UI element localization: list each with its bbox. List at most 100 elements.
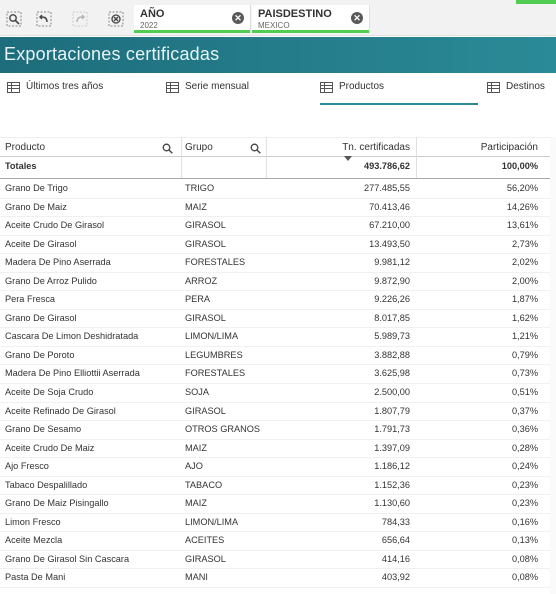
table-row[interactable]: Grano De Girasol GIRASOL 8.017,85 1,62% xyxy=(0,310,556,329)
search-icon[interactable] xyxy=(250,143,261,154)
table-row[interactable]: Grano De Poroto LEGUMBRES 3.882,88 0,79% xyxy=(0,347,556,366)
tab-serie-mensual[interactable]: Serie mensual xyxy=(166,81,249,105)
product-cell[interactable]: Ajo Fresco xyxy=(5,461,49,472)
participation-cell: 2,00% xyxy=(511,275,538,286)
table-row[interactable]: Grano De Sesamo OTROS GRANOS 1.791,73 0,36% xyxy=(0,421,556,440)
tab-destinos[interactable]: Destinos xyxy=(487,81,545,105)
table-row[interactable]: Pera Fresca PERA 9.226,26 1,87% xyxy=(0,291,556,310)
group-cell[interactable]: GIRASOL xyxy=(185,220,226,231)
table-row[interactable]: Madera De Pino Aserrada FORESTALES 9.981,1… xyxy=(0,254,556,273)
group-cell[interactable]: MAIZ xyxy=(185,442,207,453)
table-row[interactable]: Grano De Maiz MAIZ 70.413,46 14,26% xyxy=(0,199,556,218)
group-cell[interactable]: AJO xyxy=(185,461,203,472)
group-cell[interactable]: MAIZ xyxy=(185,498,207,509)
group-cell[interactable]: FORESTALES xyxy=(185,257,246,268)
table-row[interactable]: Pasta De Mani MANI 403,92 0,08% xyxy=(0,569,556,589)
tab-productos[interactable]: Productos xyxy=(320,81,478,105)
table-row[interactable]: Grano De Arroz Pulido ARROZ 9.872,90 2,00% xyxy=(0,273,556,292)
group-cell[interactable]: GIRASOL xyxy=(185,312,226,323)
tn-cell: 784,33 xyxy=(381,516,410,527)
column-header-grupo[interactable]: Grupo xyxy=(185,142,213,153)
product-cell[interactable]: Aceite Crudo De Maiz xyxy=(5,442,95,453)
clear-selections-icon[interactable] xyxy=(106,9,126,29)
tab-label: Últimos tres años xyxy=(26,81,104,92)
table-row[interactable]: Aceite Crudo De Maiz MAIZ 1.397,09 0,28% xyxy=(0,440,556,459)
participation-cell: 0,73% xyxy=(511,368,538,379)
group-cell[interactable]: SOJA xyxy=(185,387,209,398)
selection-chip-country[interactable]: PAISDESTINO MEXICO ✕ xyxy=(252,5,370,33)
table-row[interactable]: Limon Fresco LIMON/LIMA 784,33 0,16% xyxy=(0,514,556,533)
group-cell[interactable]: OTROS GRANOS xyxy=(185,424,261,435)
group-cell[interactable]: GIRASOL xyxy=(185,405,226,416)
selection-chip-year[interactable]: AÑO 2022 ✕ xyxy=(134,5,251,33)
table-icon xyxy=(7,82,20,93)
product-cell[interactable]: Grano De Poroto xyxy=(5,349,75,360)
group-cell[interactable]: TABACO xyxy=(185,479,223,490)
product-cell[interactable]: Pera Fresca xyxy=(5,294,56,305)
table-row[interactable]: Madera De Pino Elliottii Aserrada FORESTA… xyxy=(0,365,556,385)
tab-ultimos-tres-anos[interactable]: Últimos tres años xyxy=(7,81,103,105)
totals-participation: 100,00% xyxy=(501,161,538,171)
product-cell[interactable]: Madera De Pino Aserrada xyxy=(5,257,111,268)
table-row[interactable]: Ajo Fresco AJO 1.186,12 0,24% xyxy=(0,458,556,477)
group-cell[interactable]: FORESTALES xyxy=(185,368,246,379)
product-cell[interactable]: Grano De Maiz Pisingallo xyxy=(5,498,109,509)
product-cell[interactable]: Grano De Trigo xyxy=(5,183,68,193)
group-cell[interactable]: LIMON/LIMA xyxy=(185,516,239,527)
product-cell[interactable]: Grano De Maiz xyxy=(5,201,67,212)
accent-strip xyxy=(516,0,556,4)
product-cell[interactable]: Grano De Arroz Pulido xyxy=(5,275,97,286)
step-forward-icon[interactable] xyxy=(70,9,90,29)
product-cell[interactable]: Limon Fresco xyxy=(5,516,61,527)
group-cell[interactable]: MANI xyxy=(185,572,208,583)
table-row[interactable]: Aceite De Girasol GIRASOL 13.493,50 2,73% xyxy=(0,236,556,255)
product-cell[interactable]: Aceite Crudo De Girasol xyxy=(5,220,105,231)
group-cell[interactable]: MAIZ xyxy=(185,201,207,212)
product-cell[interactable]: Cascara De Limon Deshidratada xyxy=(5,331,139,342)
product-cell[interactable]: Aceite De Girasol xyxy=(5,238,77,249)
column-header-tn[interactable]: Tn. certificadas xyxy=(342,142,410,153)
tn-cell: 1.397,09 xyxy=(374,442,410,453)
table-icon xyxy=(320,82,333,93)
tn-cell: 3.625,98 xyxy=(374,368,410,379)
column-header-producto[interactable]: Producto xyxy=(5,142,46,153)
product-cell[interactable]: Aceite De Soja Crudo xyxy=(5,387,94,398)
close-icon[interactable]: ✕ xyxy=(232,12,244,24)
product-cell[interactable]: Grano De Girasol Sin Cascara xyxy=(5,553,130,564)
tab-label: Serie mensual xyxy=(185,81,249,92)
search-selections-icon[interactable] xyxy=(4,9,24,29)
product-cell[interactable]: Grano De Girasol xyxy=(5,312,77,323)
table-row[interactable]: Aceite Crudo De Girasol GIRASOL 67.210,00 1… xyxy=(0,217,556,236)
table-row[interactable]: Tabaco Despalillado TABACO 1.152,36 0,23% xyxy=(0,477,556,496)
step-back-icon[interactable] xyxy=(34,9,54,29)
product-cell[interactable]: Grano De Sesamo xyxy=(5,424,82,435)
table-row[interactable]: Cascara De Limon Deshidratada LIMON/LIMA 5… xyxy=(0,328,556,347)
close-icon[interactable]: ✕ xyxy=(351,12,363,24)
table-row[interactable]: Grano De Trigo TRIGO 277.485,55 56,20% xyxy=(0,180,556,199)
group-cell[interactable]: PERA xyxy=(185,294,211,305)
column-divider xyxy=(266,137,267,178)
column-header-participacion[interactable]: Participación xyxy=(480,142,538,153)
vertical-scrollbar[interactable] xyxy=(550,137,556,594)
table-row[interactable]: Aceite Mezcla ACEITES 656,64 0,13% xyxy=(0,532,556,551)
group-cell[interactable]: ACEITES xyxy=(185,535,225,546)
participation-cell: 0,37% xyxy=(511,405,538,416)
group-cell[interactable]: GIRASOL xyxy=(185,553,226,564)
table-row[interactable]: Aceite De Soja Crudo SOJA 2.500,00 0,51% xyxy=(0,384,556,403)
group-cell[interactable]: LIMON/LIMA xyxy=(185,331,239,342)
product-cell[interactable]: Pasta De Mani xyxy=(5,572,66,583)
table-row[interactable]: Grano De Maiz Pisingallo MAIZ 1.130,60 0,23… xyxy=(0,495,556,514)
product-cell[interactable]: Aceite Mezcla xyxy=(5,535,63,546)
participation-cell: 0,13% xyxy=(511,535,538,546)
product-cell[interactable]: Tabaco Despalillado xyxy=(5,479,88,490)
group-cell[interactable]: GIRASOL xyxy=(185,238,226,249)
group-cell[interactable]: LEGUMBRES xyxy=(185,349,243,360)
sort-descending-icon xyxy=(344,156,352,161)
product-cell[interactable]: Madera De Pino Elliottii Aserrada xyxy=(5,368,140,379)
group-cell[interactable]: TRIGO xyxy=(185,183,215,193)
table-row[interactable]: Grano De Girasol Sin Cascara GIRASOL 414,1… xyxy=(0,551,556,570)
product-cell[interactable]: Aceite Refinado De Girasol xyxy=(5,405,116,416)
search-icon[interactable] xyxy=(162,143,173,154)
group-cell[interactable]: ARROZ xyxy=(185,275,218,286)
table-row[interactable]: Aceite Refinado De Girasol GIRASOL 1.807,7… xyxy=(0,403,556,422)
